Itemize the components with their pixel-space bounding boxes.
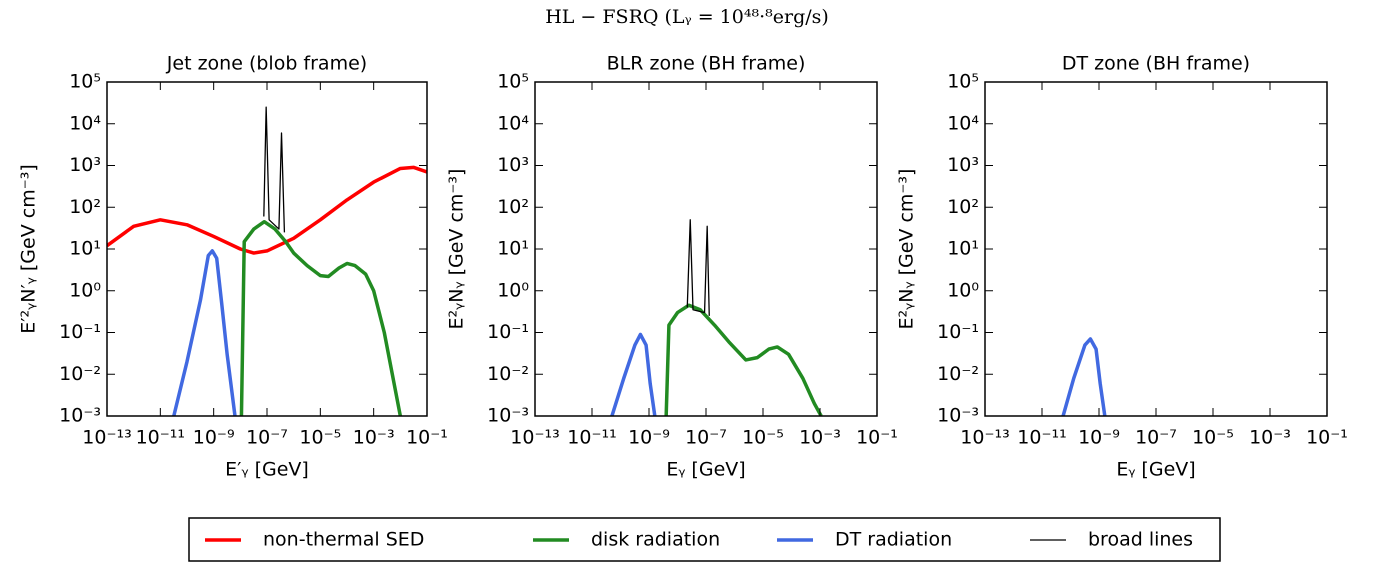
x-tick-label: 10⁻⁹	[628, 427, 670, 449]
subplot-title: BLR zone (BH frame)	[607, 53, 806, 75]
x-axis-label: Eᵧ [GeV]	[1116, 459, 1195, 481]
y-tick-label: 10⁻²	[487, 363, 529, 385]
x-tick-label: 10⁻⁷	[685, 427, 727, 449]
y-tick-label: 10⁵	[497, 71, 529, 93]
legend-label: non-thermal SED	[263, 529, 424, 551]
x-tick-label: 10⁻³	[799, 427, 841, 449]
y-tick-label: 10⁻²	[937, 363, 979, 385]
x-axis-label: Eᵧ [GeV]	[666, 459, 745, 481]
x-tick-label: 10⁻³	[1249, 427, 1291, 449]
x-tick-label: 10⁻¹¹	[567, 427, 616, 449]
y-tick-label: 10⁵	[69, 71, 101, 93]
x-tick-label: 10⁻¹¹	[136, 427, 185, 449]
y-tick-label: 10⁻³	[937, 405, 979, 427]
series-line	[107, 165, 427, 255]
subplot-title: Jet zone (blob frame)	[166, 53, 367, 75]
y-tick-label: 10²	[497, 196, 529, 218]
y-tick-label: 10¹	[497, 238, 529, 260]
series-line	[686, 219, 710, 316]
x-tick-label: 10⁻⁵	[299, 427, 341, 449]
axes-frame	[984, 81, 1328, 417]
y-tick-label: 10⁴	[947, 112, 979, 134]
x-tick-label: 10⁻⁷	[246, 427, 288, 449]
x-tick-label: 10⁻¹³	[82, 427, 131, 449]
x-tick-label: 10⁻⁵	[1192, 427, 1234, 449]
y-axis-label: E′²ᵧN′ᵧ [GeV cm⁻³]	[18, 164, 40, 334]
y-tick-label: 10²	[69, 196, 101, 218]
x-tick-label: 10⁻¹	[856, 427, 898, 449]
y-tick-label: 10⁴	[497, 112, 529, 134]
y-tick-label: 10¹	[69, 238, 101, 260]
x-tick-label: 10⁻⁹	[193, 427, 235, 449]
x-tick-label: 10⁻¹	[406, 427, 448, 449]
legend-label: DT radiation	[835, 529, 952, 551]
y-tick-label: 10⁻¹	[937, 321, 979, 343]
x-tick-label: 10⁻¹	[1306, 427, 1348, 449]
y-tick-label: 10⁴	[69, 112, 101, 134]
y-tick-label: 10³	[947, 154, 979, 176]
y-tick-label: 10⁻³	[487, 405, 529, 427]
y-tick-label: 10⁻¹	[487, 321, 529, 343]
y-tick-label: 10³	[69, 154, 101, 176]
x-tick-label: 10⁻⁷	[1135, 427, 1177, 449]
y-axis-label: E²ᵧNᵧ [GeV cm⁻³]	[896, 169, 918, 330]
y-tick-label: 10⁻²	[59, 363, 101, 385]
y-axis-label: E²ᵧNᵧ [GeV cm⁻³]	[446, 169, 468, 330]
series-line	[172, 249, 237, 416]
y-tick-label: 10³	[497, 154, 529, 176]
y-tick-label: 10⁰	[947, 279, 979, 301]
y-tick-label: 10¹	[947, 238, 979, 260]
y-tick-label: 10⁰	[69, 279, 101, 301]
legend-label: disk radiation	[591, 529, 720, 551]
y-tick-label: 10⁻¹	[59, 321, 101, 343]
x-tick-label: 10⁻³	[353, 427, 395, 449]
series-line	[263, 106, 286, 233]
y-tick-label: 10²	[947, 196, 979, 218]
x-tick-label: 10⁻¹³	[510, 427, 559, 449]
y-tick-label: 10⁻³	[59, 405, 101, 427]
y-tick-label: 10⁵	[947, 71, 979, 93]
x-tick-label: 10⁻⁹	[1078, 427, 1120, 449]
series-line	[239, 219, 403, 416]
x-tick-label: 10⁻¹³	[960, 427, 1009, 449]
series-line	[1061, 337, 1107, 416]
x-axis-label: E′ᵧ [GeV]	[225, 459, 309, 481]
figure-title: HL − FSRQ (Lᵧ = 10⁴⁸·⁸erg/s)	[545, 6, 829, 28]
y-tick-label: 10⁰	[497, 279, 529, 301]
x-tick-label: 10⁻¹¹	[1017, 427, 1066, 449]
subplot-title: DT zone (BH frame)	[1062, 53, 1250, 75]
x-tick-label: 10⁻⁵	[742, 427, 784, 449]
series-line	[664, 303, 823, 416]
legend-label: broad lines	[1088, 529, 1193, 551]
series-line	[610, 332, 657, 416]
